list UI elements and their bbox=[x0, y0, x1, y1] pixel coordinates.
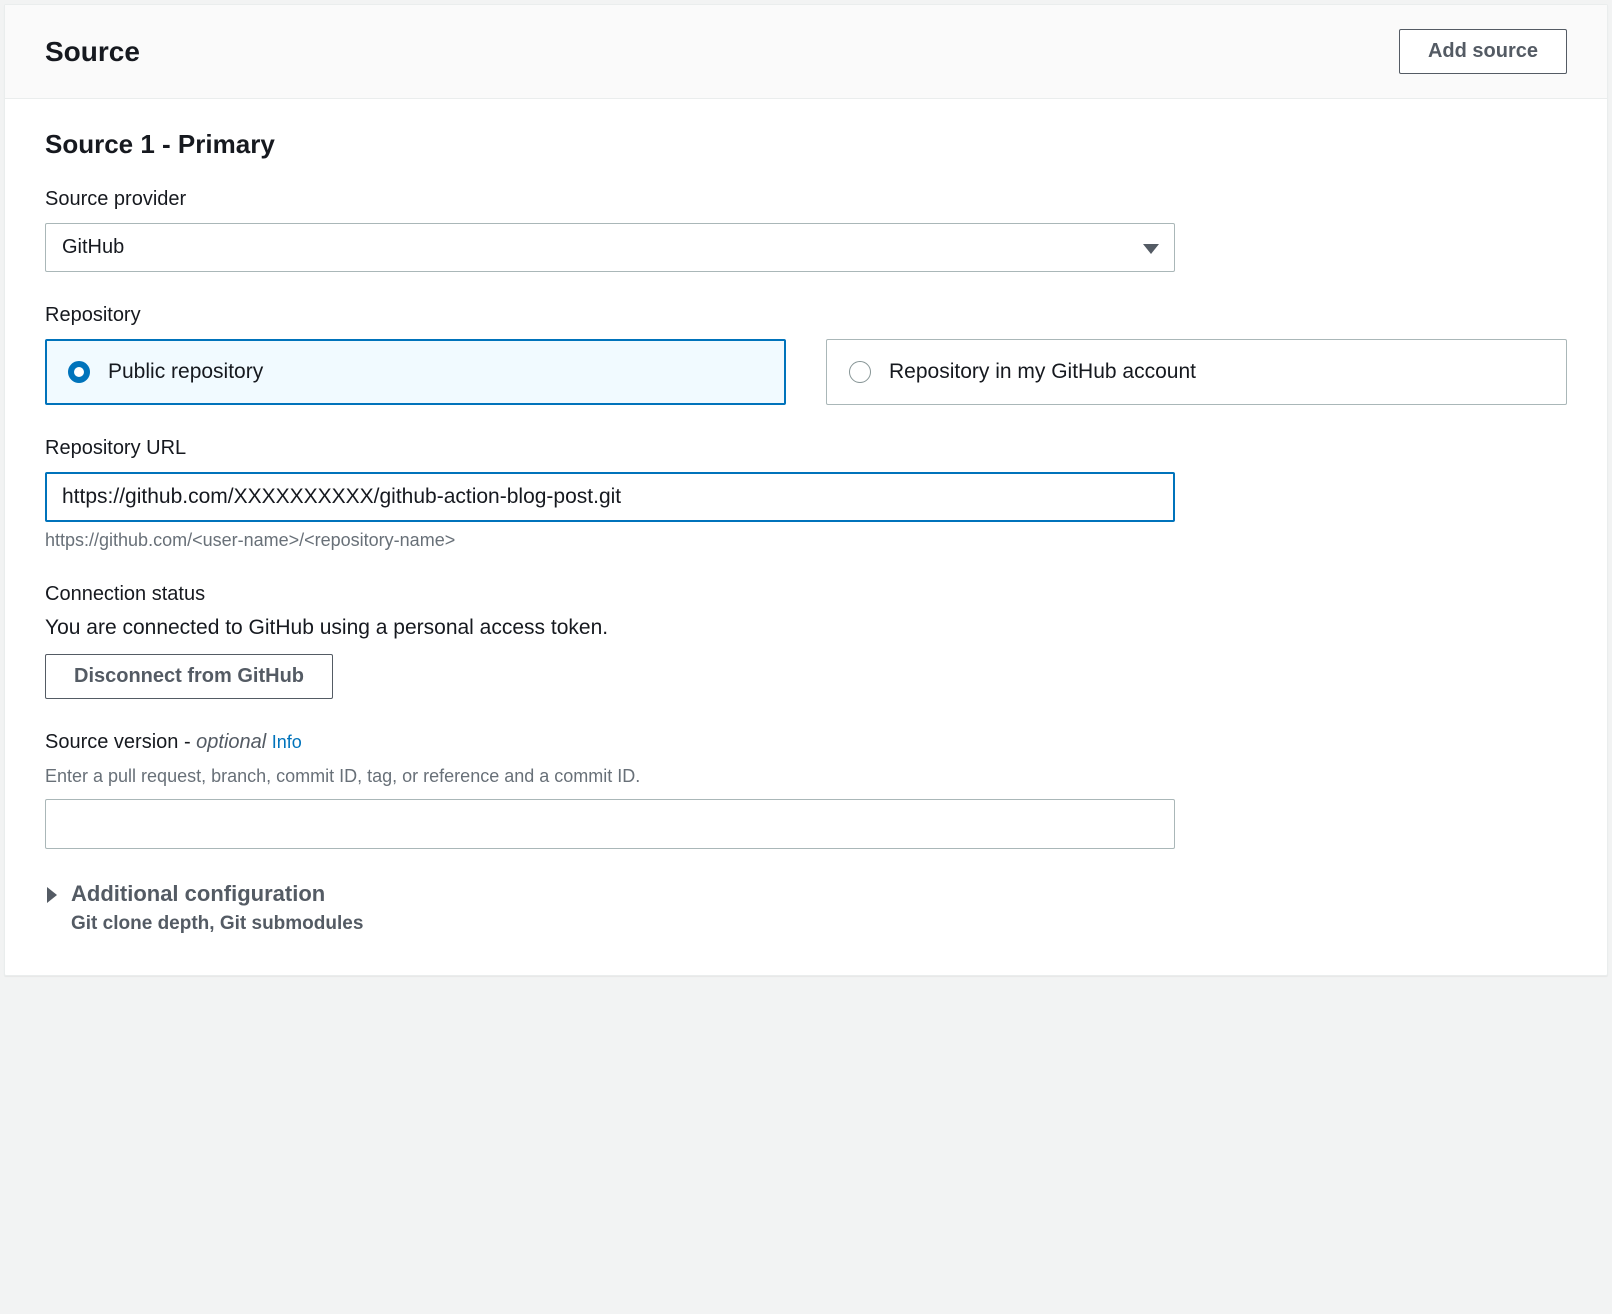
connection-status-field: Connection status You are connected to G… bbox=[45, 583, 1567, 699]
radio-public-repository[interactable]: Public repository bbox=[45, 339, 786, 405]
radio-github-account-repository[interactable]: Repository in my GitHub account bbox=[826, 339, 1567, 405]
source-provider-select-wrapper: GitHub bbox=[45, 223, 1175, 272]
section-title: Source 1 - Primary bbox=[45, 129, 1567, 160]
source-version-label: Source version - optional Info bbox=[45, 731, 1567, 754]
repository-url-field: Repository URL https://github.com/<user-… bbox=[45, 437, 1567, 551]
panel-body: Source 1 - Primary Source provider GitHu… bbox=[5, 99, 1607, 975]
add-source-button[interactable]: Add source bbox=[1399, 29, 1567, 74]
repository-field: Repository Public repository Repository … bbox=[45, 304, 1567, 405]
connection-status-text: You are connected to GitHub using a pers… bbox=[45, 616, 1567, 640]
additional-configuration-toggle[interactable]: Additional configuration Git clone depth… bbox=[45, 881, 1567, 935]
additional-configuration-desc: Git clone depth, Git submodules bbox=[71, 913, 363, 935]
additional-configuration-text: Additional configuration Git clone depth… bbox=[71, 881, 363, 935]
repository-url-label: Repository URL bbox=[45, 437, 1567, 460]
info-link[interactable]: Info bbox=[272, 732, 302, 752]
additional-configuration-title: Additional configuration bbox=[71, 881, 363, 907]
source-panel: Source Add source Source 1 - Primary Sou… bbox=[4, 4, 1608, 976]
repository-label: Repository bbox=[45, 304, 1567, 327]
radio-label-account: Repository in my GitHub account bbox=[889, 360, 1196, 384]
radio-label-public: Public repository bbox=[108, 360, 263, 384]
repository-url-input[interactable] bbox=[45, 472, 1175, 522]
source-version-input[interactable] bbox=[45, 799, 1175, 849]
source-version-hint: Enter a pull request, branch, commit ID,… bbox=[45, 766, 1567, 787]
radio-icon bbox=[849, 361, 871, 383]
panel-header: Source Add source bbox=[5, 5, 1607, 99]
repository-radio-group: Public repository Repository in my GitHu… bbox=[45, 339, 1567, 405]
repository-url-hint: https://github.com/<user-name>/<reposito… bbox=[45, 530, 1567, 551]
source-version-label-main: Source version - bbox=[45, 731, 196, 753]
source-provider-label: Source provider bbox=[45, 188, 1567, 211]
source-version-optional: optional bbox=[196, 731, 266, 753]
disconnect-github-button[interactable]: Disconnect from GitHub bbox=[45, 654, 333, 699]
source-provider-select[interactable]: GitHub bbox=[45, 223, 1175, 272]
source-provider-field: Source provider GitHub bbox=[45, 188, 1567, 272]
caret-right-icon bbox=[45, 887, 57, 908]
radio-icon bbox=[68, 361, 90, 383]
source-version-field: Source version - optional Info Enter a p… bbox=[45, 731, 1567, 849]
panel-title: Source bbox=[45, 36, 140, 68]
connection-status-label: Connection status bbox=[45, 583, 1567, 606]
